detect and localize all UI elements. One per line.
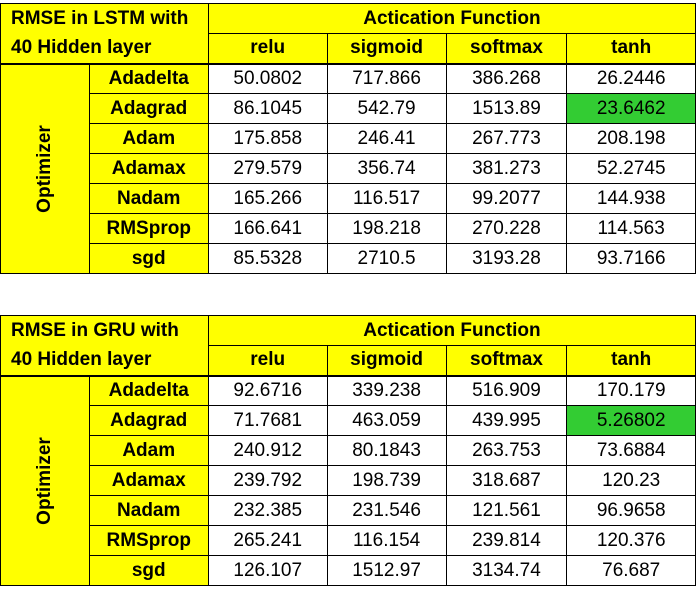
value-cell: 170.179 [566, 374, 696, 406]
value-cell: 85.5328 [207, 243, 328, 274]
lstm-rmse-table: RMSE in LSTM with Actication Function 40… [0, 3, 696, 274]
value-cell: 3193.28 [445, 243, 568, 274]
value-cell: 339.238 [326, 374, 447, 406]
value-cell: 175.858 [207, 123, 328, 154]
value-cell: 516.909 [445, 374, 568, 406]
value-cell: 120.23 [566, 465, 696, 496]
row-label: Adam [88, 435, 209, 466]
value-cell: 120.376 [566, 525, 696, 556]
row-group-label: Optimizer [0, 62, 90, 274]
value-cell: 99.2077 [445, 183, 568, 214]
value-cell: 386.268 [445, 62, 568, 94]
row-label: sgd [88, 555, 209, 586]
value-cell: 166.641 [207, 213, 328, 244]
value-cell: 231.546 [326, 495, 447, 526]
table-title-line1: RMSE in LSTM with [0, 3, 209, 34]
row-label: Adamax [88, 465, 209, 496]
value-cell: 240.912 [207, 435, 328, 466]
value-cell: 1513.89 [445, 93, 568, 124]
column-header-tanh: tanh [566, 345, 696, 376]
value-cell: 144.938 [566, 183, 696, 214]
column-header-relu: relu [207, 345, 328, 376]
row-label: Adam [88, 123, 209, 154]
row-label: Adadelta [88, 62, 209, 94]
row-label: Nadam [88, 495, 209, 526]
value-cell: 239.814 [445, 525, 568, 556]
value-cell: 208.198 [566, 123, 696, 154]
row-label: RMSprop [88, 525, 209, 556]
value-cell: 198.739 [326, 465, 447, 496]
value-cell: 463.059 [326, 405, 447, 436]
row-label: sgd [88, 243, 209, 274]
row-label: Adagrad [88, 405, 209, 436]
value-cell: 267.773 [445, 123, 568, 154]
value-cell: 381.273 [445, 153, 568, 184]
value-cell: 116.154 [326, 525, 447, 556]
value-cell: 1512.97 [326, 555, 447, 586]
value-cell: 3134.74 [445, 555, 568, 586]
optimizer-label: Optimizer [33, 436, 55, 525]
group-header: Actication Function [207, 315, 696, 346]
value-cell: 114.563 [566, 213, 696, 244]
value-cell: 542.79 [326, 93, 447, 124]
optimizer-label: Optimizer [33, 124, 55, 213]
value-cell: 80.1843 [326, 435, 447, 466]
column-header-relu: relu [207, 33, 328, 64]
value-cell: 26.2446 [566, 62, 696, 94]
value-cell: 86.1045 [207, 93, 328, 124]
gru-rmse-table: RMSE in GRU with Actication Function 40 … [0, 315, 696, 586]
table-title-line2: 40 Hidden layer [0, 33, 209, 64]
value-cell: 232.385 [207, 495, 328, 526]
best-value-cell: 5.26802 [566, 405, 696, 436]
value-cell: 265.241 [207, 525, 328, 556]
table-title-line2: 40 Hidden layer [0, 345, 209, 376]
value-cell: 73.6884 [566, 435, 696, 466]
column-header-sigmoid: sigmoid [326, 345, 447, 376]
table-title-line1: RMSE in GRU with [0, 315, 209, 346]
value-cell: 71.7681 [207, 405, 328, 436]
column-header-softmax: softmax [445, 345, 568, 376]
value-cell: 198.218 [326, 213, 447, 244]
value-cell: 439.995 [445, 405, 568, 436]
column-header-tanh: tanh [566, 33, 696, 64]
value-cell: 96.9658 [566, 495, 696, 526]
value-cell: 2710.5 [326, 243, 447, 274]
value-cell: 93.7166 [566, 243, 696, 274]
group-header: Actication Function [207, 3, 696, 34]
column-header-softmax: softmax [445, 33, 568, 64]
value-cell: 76.687 [566, 555, 696, 586]
value-cell: 717.866 [326, 62, 447, 94]
value-cell: 121.561 [445, 495, 568, 526]
value-cell: 239.792 [207, 465, 328, 496]
row-label: Adamax [88, 153, 209, 184]
row-label: Nadam [88, 183, 209, 214]
value-cell: 92.6716 [207, 374, 328, 406]
row-group-label: Optimizer [0, 374, 90, 586]
row-label: RMSprop [88, 213, 209, 244]
row-label: Adagrad [88, 93, 209, 124]
value-cell: 165.266 [207, 183, 328, 214]
best-value-cell: 23.6462 [566, 93, 696, 124]
column-header-sigmoid: sigmoid [326, 33, 447, 64]
value-cell: 263.753 [445, 435, 568, 466]
value-cell: 52.2745 [566, 153, 696, 184]
value-cell: 270.228 [445, 213, 568, 244]
value-cell: 318.687 [445, 465, 568, 496]
value-cell: 126.107 [207, 555, 328, 586]
value-cell: 116.517 [326, 183, 447, 214]
value-cell: 279.579 [207, 153, 328, 184]
value-cell: 356.74 [326, 153, 447, 184]
value-cell: 50.0802 [207, 62, 328, 94]
value-cell: 246.41 [326, 123, 447, 154]
row-label: Adadelta [88, 374, 209, 406]
